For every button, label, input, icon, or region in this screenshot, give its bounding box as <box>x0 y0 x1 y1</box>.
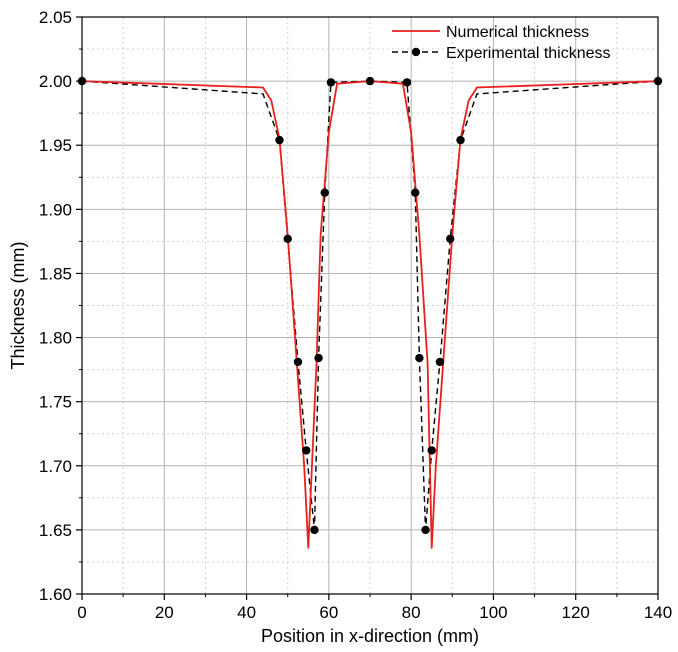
data-point-experimental <box>310 525 319 535</box>
y-tick-label: 1.95 <box>39 136 72 155</box>
y-tick-label: 2.05 <box>39 8 72 27</box>
legend: Numerical thickness Experimental thickne… <box>392 24 611 62</box>
x-tick-label: 100 <box>479 603 507 622</box>
data-point-experimental <box>275 135 284 145</box>
axis-ticks: 0 20 40 60 80 100 120 140 1.60 1.65 1.70 1.75 1.80 1.… <box>39 8 672 622</box>
y-tick-label: 1.65 <box>39 521 72 540</box>
data-point-experimental <box>365 76 375 86</box>
legend-marker-experimental <box>411 47 421 57</box>
data-point-experimental <box>326 78 336 87</box>
x-tick-label: 20 <box>155 603 174 622</box>
data-point-experimental <box>402 78 412 87</box>
y-tick-label: 2.00 <box>39 72 72 91</box>
data-point-experimental <box>456 135 465 145</box>
y-tick-label: 1.85 <box>39 264 72 283</box>
data-point-experimental <box>415 353 424 363</box>
x-tick-label: 60 <box>319 603 338 622</box>
data-point-experimental <box>411 188 420 197</box>
y-axis-title: Thickness (mm) <box>8 241 28 369</box>
x-tick-label: 80 <box>402 603 421 622</box>
data-point-experimental <box>421 525 430 535</box>
series-layer <box>77 76 663 549</box>
y-tick-label: 1.60 <box>39 585 72 604</box>
x-tick-label: 120 <box>562 603 590 622</box>
grid <box>81 16 659 595</box>
data-point-experimental <box>427 446 436 455</box>
legend-label-numerical: Numerical thickness <box>446 24 589 41</box>
y-tick-label: 1.75 <box>39 393 72 412</box>
x-tick-label: 0 <box>77 603 86 622</box>
x-axis-title: Position in x-direction (mm) <box>261 626 479 646</box>
data-point-experimental <box>446 234 455 244</box>
legend-label-experimental: Experimental thickness <box>446 45 611 62</box>
y-tick-label: 1.70 <box>39 457 72 476</box>
data-point-experimental <box>314 353 323 363</box>
data-point-experimental <box>302 446 311 455</box>
x-tick-label: 40 <box>237 603 256 622</box>
data-point-experimental <box>320 188 329 197</box>
x-tick-label: 140 <box>644 603 672 622</box>
y-tick-label: 1.80 <box>39 329 72 348</box>
data-point-experimental <box>293 357 303 367</box>
y-tick-label: 1.90 <box>39 200 72 219</box>
data-point-experimental <box>435 357 445 367</box>
data-point-experimental <box>283 234 292 244</box>
